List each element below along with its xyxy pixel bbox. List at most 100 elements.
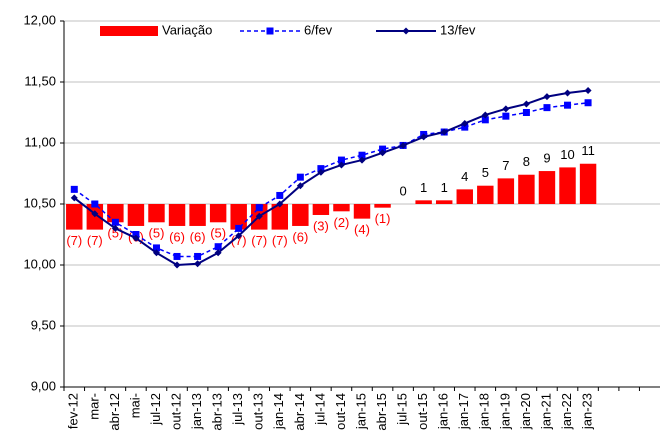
marker <box>502 112 510 120</box>
bar <box>435 200 453 204</box>
y-tick-label: 9,50 <box>31 317 56 332</box>
line <box>73 101 589 258</box>
bar <box>477 185 494 204</box>
data-label: (3) <box>313 218 329 233</box>
marker <box>522 109 530 116</box>
data-label: (7) <box>87 233 103 248</box>
x-tick-label: abr-13 <box>210 393 225 431</box>
marker <box>152 249 160 257</box>
bar <box>66 204 83 230</box>
marker <box>358 151 366 159</box>
data-label: (7) <box>251 233 267 248</box>
data-label: 1 <box>441 180 448 195</box>
x-tick-label: abr-14 <box>292 393 307 431</box>
marker <box>91 210 99 218</box>
data-label: (6) <box>169 229 185 244</box>
x-tick-label: jan-14 <box>271 393 286 430</box>
data-label: 1 <box>420 180 427 195</box>
x-tick-label: abr-12 <box>107 393 122 431</box>
marker <box>481 111 489 119</box>
marker <box>584 99 592 107</box>
x-tick-label: abr-15 <box>374 393 389 431</box>
marker <box>132 231 140 238</box>
marker <box>440 128 448 136</box>
marker <box>564 89 572 97</box>
x-tick-label: jan-18 <box>477 393 492 430</box>
data-label: 4 <box>461 169 468 184</box>
marker <box>379 149 387 157</box>
marker <box>214 249 222 257</box>
marker <box>461 119 469 127</box>
marker <box>194 260 202 268</box>
bar <box>127 204 145 226</box>
bar <box>148 204 165 223</box>
x-tick-label: jan-19 <box>497 393 512 430</box>
x-tick-label: out-15 <box>415 393 430 430</box>
legend-marker <box>402 27 410 35</box>
marker <box>584 87 592 95</box>
data-label: (7) <box>231 233 247 248</box>
marker <box>173 261 181 269</box>
marker <box>173 252 181 260</box>
data-label: (6) <box>292 229 308 244</box>
line <box>73 89 589 267</box>
marker <box>317 168 325 176</box>
data-label: 8 <box>523 154 530 169</box>
data-label: (4) <box>354 222 370 237</box>
marker <box>399 141 407 149</box>
x-tick-label: jan-17 <box>456 393 471 430</box>
marker <box>564 101 572 109</box>
data-label: (7) <box>272 233 288 248</box>
x-tick-label: jan-20 <box>518 393 533 430</box>
bar <box>292 204 309 226</box>
bar <box>579 163 597 204</box>
bar <box>271 204 289 230</box>
marker <box>132 234 140 242</box>
bar <box>538 171 556 204</box>
marker <box>296 182 304 190</box>
legend-swatch <box>100 26 158 36</box>
data-label: 5 <box>482 165 489 180</box>
marker <box>235 224 243 232</box>
bar <box>209 204 227 223</box>
legend-label: 6/fev <box>304 22 333 37</box>
data-label: 9 <box>543 150 550 165</box>
marker <box>111 218 119 226</box>
x-tick-label: out-13 <box>251 393 266 430</box>
marker <box>70 185 78 193</box>
x-tick-label: jul-15 <box>395 393 410 426</box>
data-label: (6) <box>190 229 206 244</box>
marker <box>481 116 489 124</box>
marker <box>358 156 366 164</box>
data-label: (7) <box>66 233 82 248</box>
x-tick-label: jul-13 <box>230 393 245 426</box>
x-tick-label: out-14 <box>333 393 348 430</box>
x-tick-label: mar- <box>86 393 101 420</box>
bar <box>559 167 576 204</box>
marker <box>152 244 160 252</box>
marker <box>111 224 119 232</box>
bar <box>333 204 350 212</box>
x-tick-label: out-12 <box>168 393 183 430</box>
x-tick-label: jan-13 <box>189 393 204 430</box>
x-tick-label: jul-14 <box>312 393 327 426</box>
x-tick-label: jan-21 <box>538 393 553 430</box>
bar <box>415 200 432 204</box>
data-label: 10 <box>560 147 574 162</box>
data-label: (5) <box>149 226 165 241</box>
marker <box>296 173 304 181</box>
data-label: 7 <box>502 158 509 173</box>
bar <box>353 204 371 219</box>
marker <box>543 104 551 112</box>
x-tick-label: fev-12 <box>66 393 81 429</box>
marker <box>70 194 78 202</box>
marker <box>255 212 263 220</box>
marker <box>214 243 222 251</box>
y-tick-label: 10,50 <box>23 195 56 210</box>
data-label: (1) <box>375 211 391 226</box>
x-tick-label: mai- <box>127 393 142 418</box>
y-tick-label: 10,00 <box>23 256 56 271</box>
marker <box>235 232 243 240</box>
marker <box>337 161 345 169</box>
